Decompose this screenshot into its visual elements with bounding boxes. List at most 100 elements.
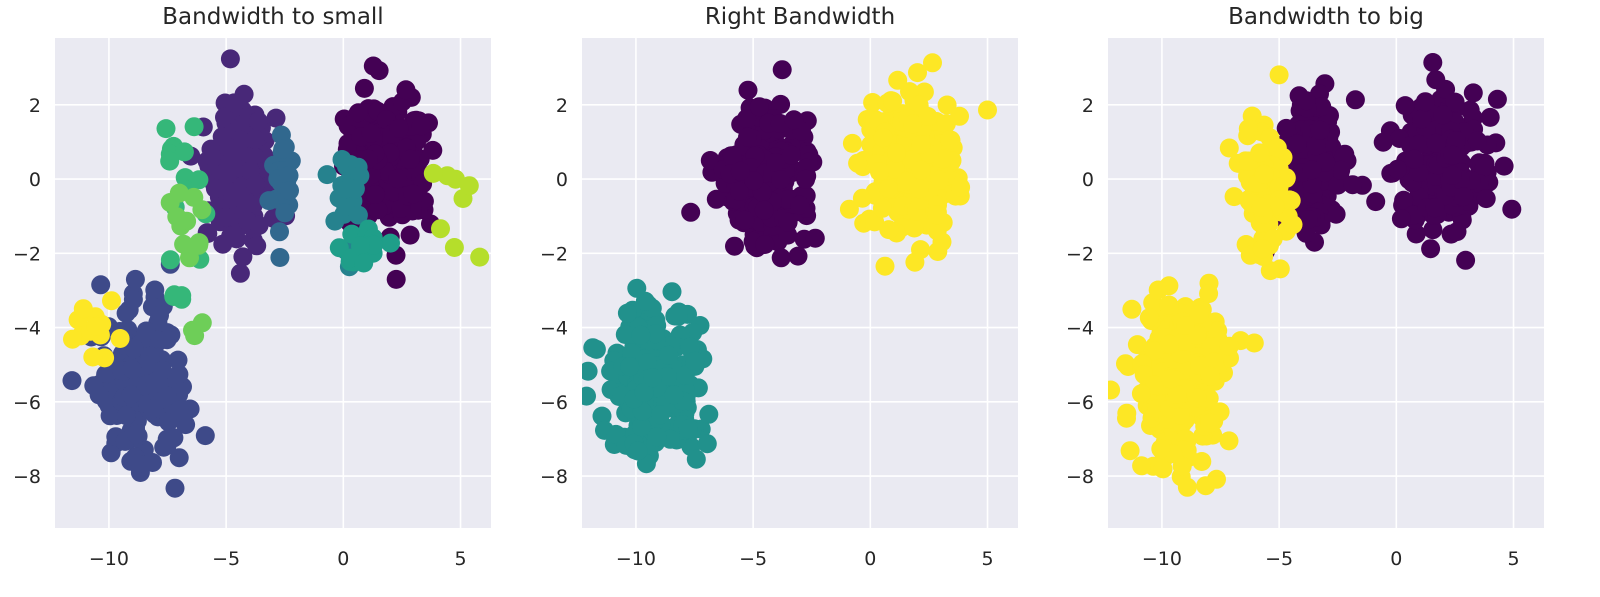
scatter-point (165, 478, 185, 498)
x-tick-label: 5 (981, 548, 993, 570)
scatter-point (160, 193, 180, 212)
scatter-point (668, 306, 688, 326)
scatter-point (160, 250, 180, 270)
y-tick-label: −4 (1066, 318, 1094, 340)
scatter-point (1306, 136, 1326, 156)
scatter-point (91, 275, 111, 295)
scatter-point (1131, 384, 1151, 404)
scatter-point (1296, 91, 1316, 111)
scatter-point (1219, 431, 1239, 451)
scatter-point (280, 181, 299, 201)
scatter-point (167, 207, 187, 227)
scatter-point (735, 210, 755, 230)
scatter-point (738, 127, 757, 147)
scatter-point (1328, 175, 1348, 195)
scatter-point (1200, 413, 1220, 433)
scatter-point (1144, 341, 1164, 361)
scatter-point (63, 329, 82, 349)
scatter-point (805, 228, 825, 248)
scatter-point (1251, 197, 1271, 217)
scatter-point (1426, 133, 1446, 153)
scatter-point (879, 220, 899, 240)
scatter-point (1280, 190, 1299, 210)
scatter-points (62, 49, 490, 498)
scatter-point (620, 357, 640, 377)
scatter-point (368, 200, 388, 220)
scatter-point (754, 200, 774, 220)
scatter-point (1394, 190, 1414, 210)
scatter-point (156, 119, 176, 139)
scatter-point (766, 153, 786, 172)
scatter-point (224, 93, 244, 113)
scatter-point (1224, 187, 1244, 207)
scatter-point (157, 330, 177, 350)
scatter-point (1159, 295, 1179, 315)
scatter-point (411, 116, 431, 136)
scatter-point (266, 108, 286, 128)
scatter-point (659, 345, 679, 365)
scatter-point (152, 360, 172, 380)
scatter-point (1192, 452, 1212, 471)
scatter-point (628, 441, 648, 461)
scatter-point (1343, 175, 1363, 195)
scatter-point (1160, 369, 1180, 389)
scatter-point (431, 219, 450, 239)
scatter-point (664, 385, 684, 405)
scatter-point (1196, 476, 1216, 496)
scatter-point (1177, 477, 1197, 497)
scatter-point (381, 233, 400, 253)
x-tick-label: −10 (1142, 548, 1182, 570)
scatter-point (339, 178, 359, 198)
scatter-point (909, 179, 929, 199)
scatter-point (678, 419, 698, 439)
x-tick-label: −5 (1265, 548, 1293, 570)
scatter-point (1443, 145, 1463, 165)
scatter-point (863, 93, 883, 112)
scatter-point (737, 109, 757, 128)
scatter-point (1406, 224, 1426, 244)
scatter-point (423, 163, 443, 183)
scatter-point (873, 128, 893, 148)
scatter-point (247, 236, 267, 256)
scatter-point (911, 135, 931, 154)
y-tick-label: −6 (13, 392, 41, 414)
scatter-point (1244, 333, 1264, 353)
y-tick-label: −4 (13, 318, 41, 340)
scatter-point (365, 185, 385, 204)
scatter-point (1204, 352, 1224, 372)
scatter-point (662, 282, 682, 302)
scatter-point (221, 226, 241, 246)
scatter-point (872, 198, 892, 218)
scatter-point (1269, 65, 1289, 85)
scatter-point (470, 247, 490, 267)
scatter-point (400, 149, 420, 169)
scatter-point (1487, 89, 1507, 109)
scatter-point (388, 169, 408, 189)
scatter-point (631, 325, 651, 345)
scatter-point (771, 170, 791, 190)
scatter-point (878, 179, 898, 198)
scatter-point (1219, 138, 1239, 158)
scatter-point (279, 166, 299, 186)
y-tick-label: −8 (1066, 466, 1094, 488)
y-tick-label: 2 (29, 95, 41, 117)
scatter-point (615, 325, 635, 344)
scatter-point (400, 225, 420, 245)
scatter-point (142, 399, 162, 419)
scatter-point (1148, 280, 1168, 300)
y-tick-label: −6 (1066, 392, 1094, 414)
scatter-point (1283, 215, 1303, 235)
scatter-point (1366, 192, 1386, 212)
scatter-point (126, 424, 146, 444)
scatter-point (1176, 316, 1195, 335)
scatter-point (205, 179, 225, 198)
scatter-point (638, 353, 657, 373)
scatter-point (143, 453, 162, 472)
scatter-point (1276, 118, 1296, 138)
scatter-point (839, 199, 859, 219)
x-tick-label: −10 (616, 548, 656, 570)
scatter-point (1502, 199, 1522, 219)
scatter-point (403, 184, 423, 204)
scatter-point (1388, 159, 1407, 179)
y-tick-label: −8 (13, 466, 41, 488)
